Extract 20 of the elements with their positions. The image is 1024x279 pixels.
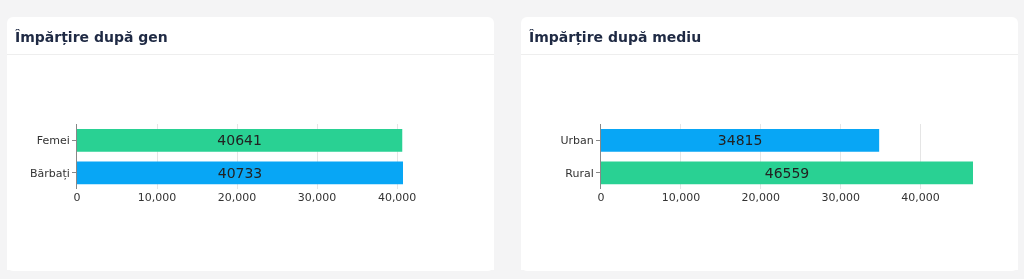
data-label: 34815 xyxy=(717,132,763,149)
x-tick-label: 10,000 xyxy=(661,191,701,204)
y-tick-label: Urban xyxy=(560,134,594,148)
x-tick-label: 20,000 xyxy=(217,191,257,204)
chart-title: Împărțire după gen xyxy=(7,17,494,55)
data-label: 40733 xyxy=(217,164,263,181)
x-tick-label: 30,000 xyxy=(821,191,860,204)
chart-title: Împărțire după mediu xyxy=(521,17,1018,55)
x-tick-label: 0 xyxy=(597,191,605,204)
x-tick-label: 10,000 xyxy=(137,191,177,204)
data-label: 40641 xyxy=(217,132,262,149)
x-tick-label: 0 xyxy=(73,191,81,204)
x-tick-label: 40,000 xyxy=(377,191,417,204)
y-tick-label: Bărbați xyxy=(29,166,70,180)
x-tick-label: 20,000 xyxy=(741,191,781,204)
y-tick-label: Femei xyxy=(36,134,70,148)
x-tick-label: 30,000 xyxy=(297,191,337,204)
y-tick-label: Rural xyxy=(565,166,594,180)
x-tick-label: 40,000 xyxy=(901,191,940,204)
data-label: 46559 xyxy=(764,164,810,181)
